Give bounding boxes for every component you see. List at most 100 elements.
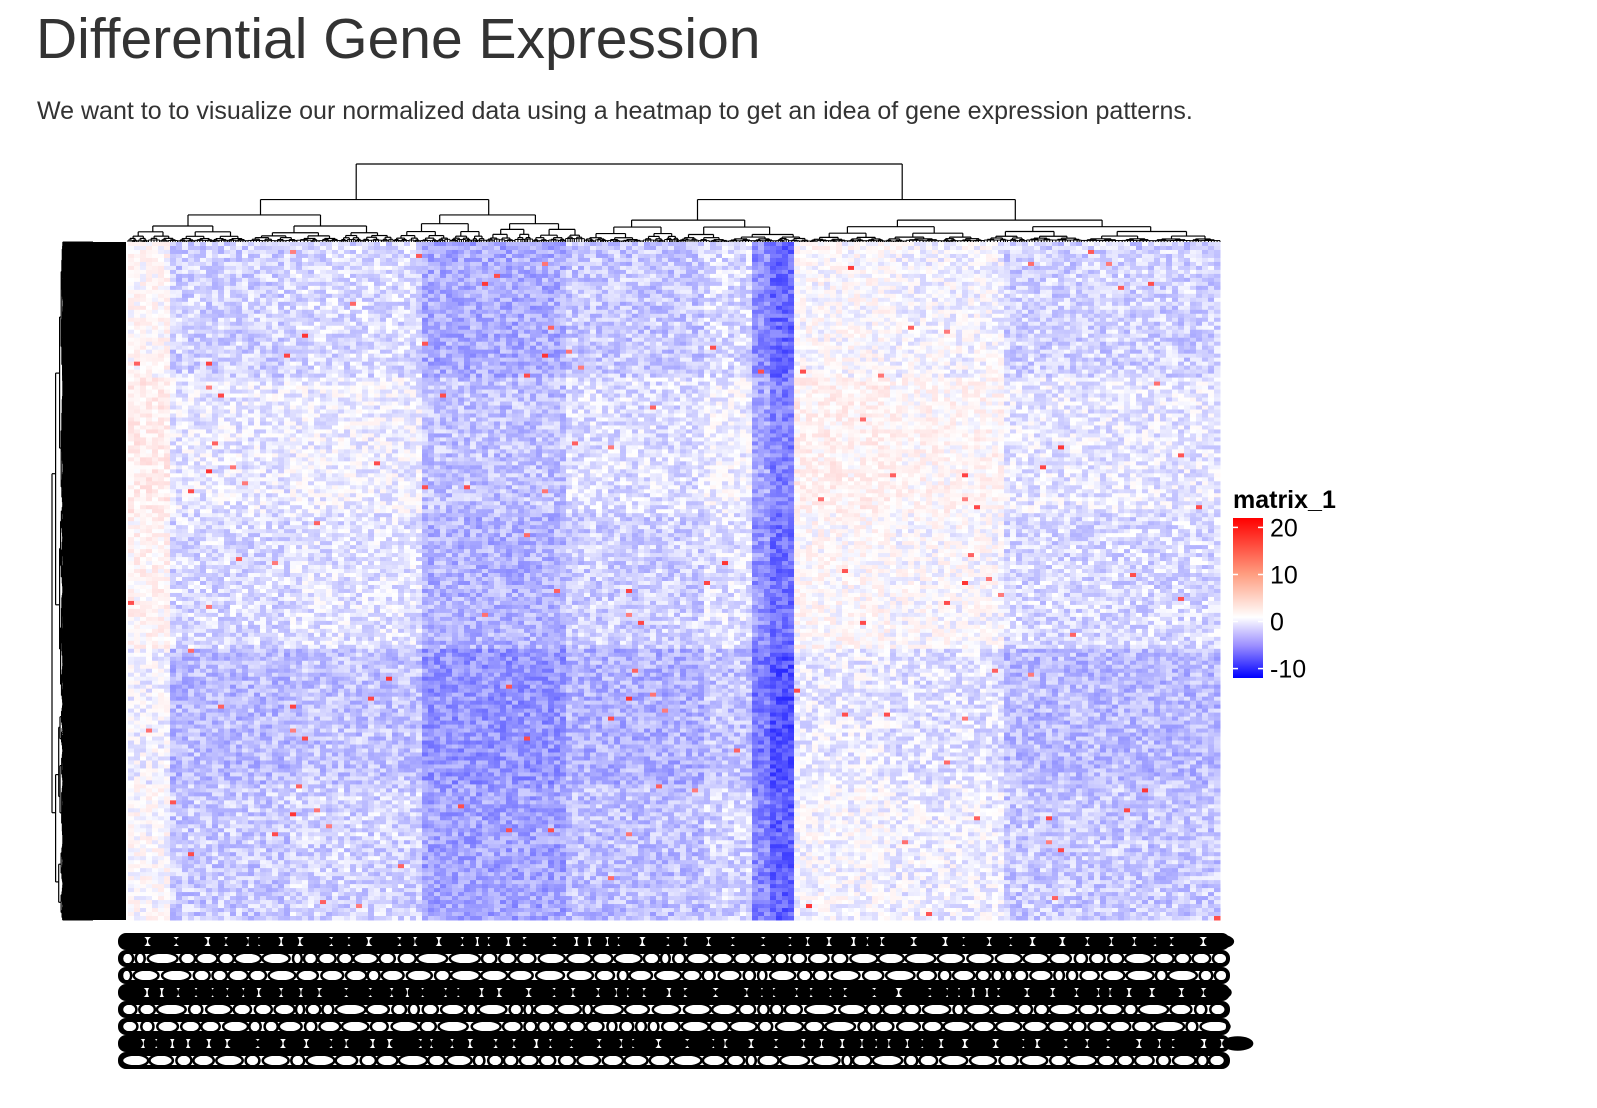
heatmap-cell [1154,285,1161,291]
heatmap-cell [428,297,435,303]
heatmap-cell [530,297,537,303]
heatmap-cell [644,249,651,255]
heatmap-cell [638,289,645,295]
heatmap-cell [1190,265,1197,271]
heatmap-cell [704,297,711,303]
heatmap-cell [632,297,639,303]
heatmap-cell [854,293,861,299]
heatmap-cell [620,289,627,295]
heatmap-cell [890,242,897,247]
heatmap-cell [494,253,501,259]
heatmap-cell [836,261,843,267]
heatmap-cell [524,277,531,283]
heatmap-cell [392,261,399,267]
heatmap-cell [740,281,747,287]
heatmap-cell [164,285,171,291]
heatmap-cell [974,253,981,259]
heatmap-cell [446,265,453,271]
heatmap-cell [1058,245,1065,251]
heatmap-cell [1016,265,1023,271]
heatmap-cell [410,249,417,255]
heatmap-cell [206,249,213,255]
heatmap-cell [254,245,261,251]
heatmap-cell [914,281,921,287]
heatmap-cell [542,269,549,275]
heatmap-cell [926,269,933,275]
heatmap-cell [176,253,183,259]
heatmap-cell [674,257,681,263]
heatmap-cell [362,293,369,299]
heatmap-cell [308,253,315,259]
heatmap-cell [812,245,819,251]
heatmap-cell [824,277,831,283]
heatmap-cell [1004,277,1011,283]
heatmap-cell [824,245,831,251]
heatmap-cell [380,245,387,251]
heatmap-cell [1154,265,1161,271]
heatmap-cell [1214,277,1221,283]
heatmap-cell [584,285,591,291]
heatmap-cell [602,277,609,283]
heatmap-cell [872,273,879,279]
heatmap-cell [1034,257,1041,263]
heatmap-cell [152,281,159,287]
heatmap-cell [734,261,741,267]
heatmap-cell [254,273,261,279]
heatmap-cell [1076,265,1083,271]
heatmap-cell [194,245,201,251]
heatmap-cell [476,253,483,259]
heatmap-cell [1082,285,1089,291]
heatmap-cell [410,253,417,259]
heatmap-cell [314,289,321,295]
heatmap-cell [554,289,561,295]
heatmap-cell [182,265,189,271]
heatmap-cell [482,289,489,295]
heatmap-cell [722,293,729,299]
heatmap-cell [656,289,663,295]
heatmap-cell [536,257,543,263]
heatmap-cell [980,289,987,295]
heatmap-cell [374,249,381,255]
heatmap-cell [632,285,639,291]
heatmap-cell [1142,242,1149,247]
heatmap-cell [926,253,933,259]
heatmap-cell [950,242,957,247]
heatmap-cell [782,249,789,255]
heatmap-cell [1052,293,1059,299]
heatmap-cell [218,245,225,251]
heatmap-cell [242,285,249,291]
heatmap-cell [692,293,699,299]
heatmap-cell [1058,265,1065,271]
heatmap-cell [1214,289,1221,295]
heatmap-cell [230,265,237,271]
heatmap-cell [1190,253,1197,259]
heatmap-cell [326,293,333,299]
heatmap-cell [242,249,249,255]
heatmap-cell [1040,242,1047,247]
heatmap-cell [908,289,915,295]
heatmap-cell [932,281,939,287]
heatmap-cell [908,245,915,251]
heatmap-cell [962,281,969,287]
heatmap-cell [512,293,519,299]
heatmap-cell [968,293,975,299]
heatmap-cell [458,242,465,247]
heatmap-cell [176,245,183,251]
heatmap-cell [824,293,831,299]
heatmap-cell [536,277,543,283]
heatmap-cell [740,289,747,295]
heatmap-cell [488,261,495,267]
heatmap-cell [812,257,819,263]
heatmap-cell [248,242,255,247]
heatmap-cell [338,277,345,283]
heatmap-cell [908,269,915,275]
heatmap-cell [884,245,891,251]
heatmap-cell [236,257,243,263]
heatmap-cell [356,242,363,247]
heatmap-cell [338,289,345,295]
heatmap-cell [248,281,255,287]
heatmap-cell [1004,269,1011,275]
heatmap-cell [866,253,873,259]
heatmap-cell [374,245,381,251]
heatmap-cell [776,249,783,255]
